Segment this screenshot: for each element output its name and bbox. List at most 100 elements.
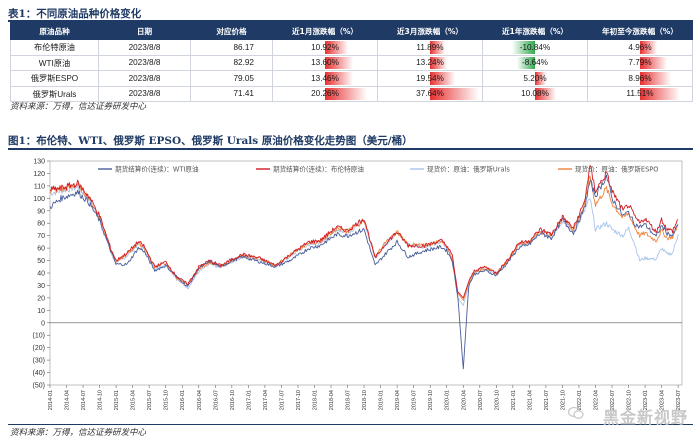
cell-change-ytd: 11.51% [587,85,693,102]
change-value: 5.20% [523,73,547,83]
x-tick-label: 2018-10 [362,390,368,410]
bottom-rule [8,424,693,425]
cell-change-y1: -10.84% [482,39,588,56]
change-value: 8.96% [628,73,652,83]
change-bar [517,56,535,69]
price-table: 原油品种 日期 对应价格 近1月涨跌幅（%） 近3月涨跌幅（%） 近1年涨跌幅（… [10,22,693,102]
x-tick-label: 2019-07 [412,390,418,410]
x-tick-label: 2017-04 [263,390,269,410]
table-caption-rule [8,20,693,22]
x-tick-label: 2021-10 [560,390,566,410]
header-1y: 近1年涨跌幅（%） [482,22,588,40]
table-caption: 表1：不同原油品种价格变化 [8,8,142,20]
y-tick-label: (50) [33,383,45,390]
cell-change-m3: 37.64% [377,85,483,102]
change-value: 13.60% [311,58,339,68]
table-source: 资料来源：万得，信达证券研发中心 [10,102,147,112]
x-tick-label: 2017-07 [279,390,285,410]
x-tick-label: 2022-10 [627,390,633,410]
x-tick-label: 2016-01 [180,390,186,410]
x-tick-label: 2020-10 [494,390,500,410]
cell-change-m3: 11.89% [377,39,483,56]
x-tick-label: 2022-01 [577,390,583,410]
chart-area: (50) (40) (30) (20) (10) 0 10 20 30 40 50 60 70 80 90 1… [10,155,692,425]
y-tick-label: (30) [33,358,45,365]
y-tick-label: 0 [41,320,45,327]
header-price: 对应价格 [190,22,273,40]
watermark: 黑金新视野 [602,408,688,427]
x-tick-label: 2021-07 [544,390,550,410]
table-header-row: 原油品种 日期 对应价格 近1月涨跌幅（%） 近3月涨跌幅（%） 近1年涨跌幅（… [10,22,693,40]
x-tick-label: 2018-07 [346,390,352,410]
change-value: 19.54% [416,73,444,83]
cell-change-ytd: 8.96% [587,70,693,87]
change-value: 13.46% [311,73,339,83]
change-bar [640,72,672,85]
y-tick-label: 20 [37,295,45,302]
y-tick-label: (20) [33,345,45,352]
change-bar [640,87,680,100]
oil-price-chart: (50) (40) (30) (20) (10) 0 10 20 30 40 50 60 70 80 90 1… [33,159,683,410]
y-tick-label: 70 [37,233,45,240]
change-value: 4.96% [628,42,652,52]
change-bar [430,87,479,100]
x-tick-label: 2020-01 [445,390,451,410]
change-bar [640,56,667,69]
table-row: 俄罗斯ESPO 2023/8/8 79.05 13.46% 19.54% 5.20% 8.9… [10,70,693,87]
y-tick-label: 130 [33,159,45,166]
cell-price: 71.41 [190,85,273,102]
legend-label: 期货结算价(连续)：布伦特原油 [273,165,364,174]
x-tick-label: 2019-10 [428,390,434,410]
change-value: 11.89% [416,42,444,52]
cell-change-m3: 13.24% [377,54,483,71]
cell-price: 79.05 [190,70,273,87]
x-tick-label: 2022-07 [610,390,616,410]
x-tick-label: 2014-07 [81,390,87,410]
change-value: 11.51% [626,89,654,99]
cell-price: 82.92 [190,54,273,71]
change-value: -8.64% [522,58,548,68]
y-tick-label: 50 [37,258,45,265]
cell-change-m1: 20.26% [272,85,378,102]
change-bar [325,72,353,85]
y-tick-label: 30 [37,283,45,290]
legend-label: 现货价：原油：俄罗斯Urals [427,165,510,174]
x-tick-label: 2014-10 [98,390,104,410]
chart-source: 资料来源：万得，信达证券研发中心 [10,428,147,438]
x-tick-label: 2021-01 [511,390,517,410]
x-tick-label: 2018-01 [312,390,318,410]
header-variety: 原油品种 [10,22,99,40]
y-tick-label: (40) [33,370,45,377]
change-bar [325,41,348,54]
cell-change-y1: 5.20% [482,70,588,87]
change-value: 10.92% [311,42,339,52]
header-1m: 近1月涨跌幅（%） [272,22,378,40]
x-tick-label: 2023-07 [676,390,682,410]
cell-change-ytd: 7.79% [587,54,693,71]
chart-caption-rule [8,148,693,150]
cell-variety: 俄罗斯Urals [10,85,99,102]
cell-change-y1: 10.08% [482,85,588,102]
cell-date: 2023/8/8 [98,39,191,56]
y-tick-label: 60 [37,246,45,253]
x-tick-label: 2021-04 [527,390,533,410]
change-value: 13.24% [416,58,444,68]
change-bar [535,87,556,100]
wechat-icon [568,406,584,419]
change-bar [640,41,658,54]
change-bar [430,56,448,69]
x-tick-label: 2023-01 [643,390,649,410]
header-3m: 近3月涨跌幅（%） [377,22,483,40]
cell-variety: 布伦特原油 [10,39,99,56]
change-value: 7.79% [628,58,652,68]
x-tick-label: 2015-04 [131,390,137,410]
header-date: 日期 [98,22,191,40]
x-tick-label: 2017-10 [296,390,302,410]
cell-change-m1: 13.46% [272,70,378,87]
header-ytd: 年初至今涨跌幅（%） [587,22,693,40]
series-line [49,164,679,299]
x-tick-label: 2015-01 [114,390,120,410]
cell-change-ytd: 4.96% [587,39,693,56]
cell-change-m1: 13.60% [272,54,378,71]
y-tick-label: 110 [34,183,45,190]
